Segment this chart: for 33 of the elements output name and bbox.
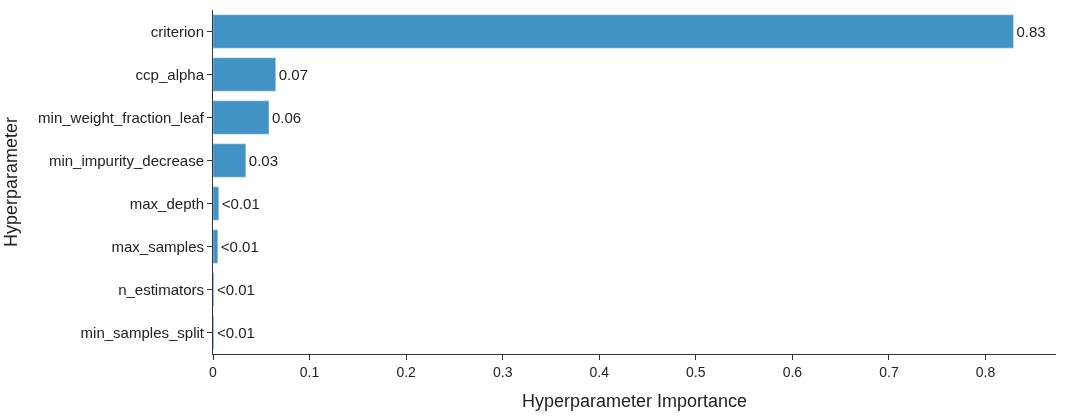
- bar: [213, 14, 1014, 49]
- y-tick-label: max_samples: [111, 237, 204, 255]
- x-tick-label: 0.5: [686, 363, 706, 380]
- data-label: 0.07: [278, 66, 308, 83]
- y-axis-title: Hyperparameter: [1, 116, 22, 248]
- y-tick-label: min_impurity_decrease: [48, 151, 204, 169]
- x-tick-label: 0.1: [299, 363, 320, 380]
- bar: [213, 57, 277, 92]
- x-tick-label: 0.2: [396, 363, 417, 380]
- x-tick-label: 0.6: [782, 363, 803, 380]
- y-tick-label: criterion: [150, 22, 204, 40]
- x-tick-label: 0.3: [492, 363, 513, 380]
- bar: [213, 186, 220, 221]
- x-tick-label: 0.8: [975, 363, 996, 380]
- bar: [213, 100, 270, 135]
- y-tick-label: ccp_alpha: [135, 65, 205, 83]
- x-tick-label: 0.7: [879, 363, 899, 380]
- data-label: <0.01: [216, 281, 255, 298]
- data-label: <0.01: [220, 238, 259, 255]
- bar: [213, 143, 247, 178]
- y-tick-label: min_samples_split: [80, 323, 205, 341]
- x-axis-title: Hyperparameter Importance: [521, 390, 748, 411]
- y-tick-label: min_weight_fraction_leaf: [38, 108, 205, 126]
- data-label: <0.01: [221, 195, 260, 212]
- data-label: 0.06: [272, 109, 302, 126]
- bar: [213, 229, 219, 264]
- y-tick-label: max_depth: [129, 194, 204, 212]
- y-tick-label: n_estimators: [118, 280, 204, 298]
- x-tick-label: 0.4: [589, 363, 610, 380]
- x-tick-label: 0: [209, 363, 218, 380]
- data-label: <0.01: [216, 324, 255, 341]
- data-label: 0.03: [248, 152, 279, 169]
- data-label: 0.83: [1016, 23, 1046, 40]
